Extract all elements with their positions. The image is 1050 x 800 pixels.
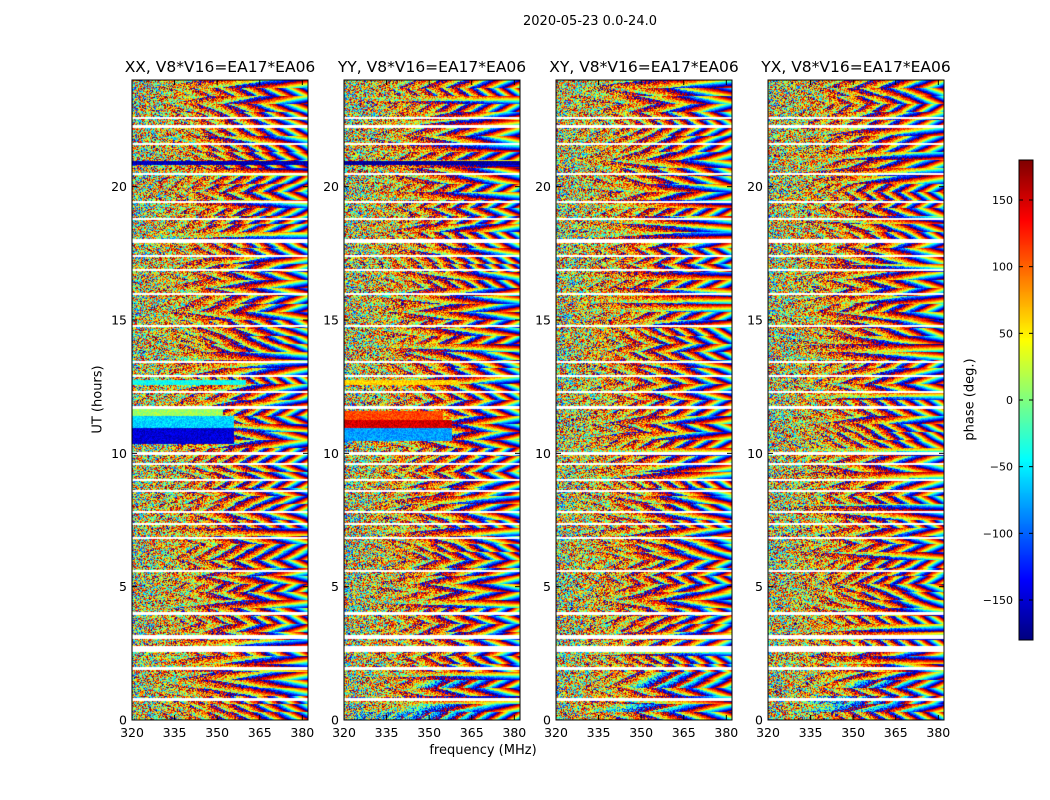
colorbar-tick-label: 150 <box>992 194 1013 207</box>
panel-1-x-tick-label: 335 <box>375 725 399 740</box>
panel-2-frame <box>555 79 733 721</box>
panel-title-yy: YY, V8*V16=EA17*EA06 <box>337 58 527 76</box>
panel-2-x-tick-label: 320 <box>544 725 568 740</box>
panel-2-x-tick-label: 335 <box>587 725 611 740</box>
panel-3-y-tick-label: 0 <box>755 713 763 728</box>
panel-3-x-tick-label: 335 <box>799 725 823 740</box>
panel-0-x-tick-label: 365 <box>248 725 272 740</box>
panel-1-y-tick-label: 20 <box>323 179 339 194</box>
panel-2-x-tick-label: 350 <box>629 725 653 740</box>
panel-1-x-tick-label: 350 <box>417 725 441 740</box>
panel-title-yx: YX, V8*V16=EA17*EA06 <box>761 58 951 76</box>
heatmap-xy <box>556 80 732 720</box>
panel-1-x-tick-label: 380 <box>502 725 526 740</box>
panel-0-y-tick-label: 10 <box>111 446 127 461</box>
heatmap-xx <box>132 80 308 720</box>
colorbar-tick-label: 100 <box>992 261 1013 274</box>
panel-0-x-tick-label: 335 <box>163 725 187 740</box>
colorbar-tick-label: −50 <box>990 461 1013 474</box>
panel-3-x-tick-label: 320 <box>756 725 780 740</box>
panel-1-y-tick-label: 10 <box>323 446 339 461</box>
panel-2-y-tick-label: 0 <box>543 713 551 728</box>
panel-3-x-tick-label: 380 <box>926 725 950 740</box>
panel-3-y-tick-label: 20 <box>747 179 763 194</box>
panel-1-x-tick-label: 320 <box>332 725 356 740</box>
panel-1-y-tick-label: 0 <box>331 713 339 728</box>
panel-3-y-tick-label: 10 <box>747 446 763 461</box>
panel-2-x-tick-label: 365 <box>672 725 696 740</box>
panel-2-x-tick-label: 380 <box>714 725 738 740</box>
panel-2-y-tick-label: 5 <box>543 579 551 594</box>
panel-3-y-tick-label: 15 <box>747 313 763 328</box>
colorbar-tick-label: −100 <box>983 527 1013 540</box>
heatmap-yx <box>768 80 944 720</box>
colorbar-gradient <box>1019 160 1033 640</box>
panel-0-x-tick-label: 350 <box>205 725 229 740</box>
panel-1-y-tick-label: 5 <box>331 579 339 594</box>
panel-3-x-tick-label: 365 <box>884 725 908 740</box>
panel-2-y-tick-label: 10 <box>535 446 551 461</box>
colorbar-tick-label: 50 <box>999 327 1013 340</box>
panel-0-frame <box>131 79 309 721</box>
panel-3-x-tick-label: 350 <box>841 725 865 740</box>
panel-1-frame <box>343 79 521 721</box>
panel-0-y-tick-label: 5 <box>119 579 127 594</box>
panel-1-x-tick-label: 365 <box>460 725 484 740</box>
x-axis-label: frequency (MHz) <box>429 743 537 758</box>
panel-0-x-tick-label: 320 <box>120 725 144 740</box>
panel-0-y-tick-label: 0 <box>119 713 127 728</box>
panel-3-y-tick-label: 5 <box>755 579 763 594</box>
panel-1-y-tick-label: 15 <box>323 313 339 328</box>
panel-title-xx: XX, V8*V16=EA17*EA06 <box>124 58 316 76</box>
panel-0-y-tick-label: 20 <box>111 179 127 194</box>
figure-suptitle: 2020-05-23 0.0-24.0 <box>523 14 657 29</box>
panel-2-y-tick-label: 15 <box>535 313 551 328</box>
panel-title-xy: XY, V8*V16=EA17*EA06 <box>549 58 739 76</box>
panel-0-x-tick-label: 380 <box>290 725 314 740</box>
colorbar-tick-label: 0 <box>1006 394 1013 407</box>
panel-3-frame <box>767 79 945 721</box>
colorbar-tick-label: −150 <box>983 594 1013 607</box>
heatmap-yy <box>344 80 520 720</box>
panel-0-y-tick-label: 15 <box>111 313 127 328</box>
panel-2-y-tick-label: 20 <box>535 179 551 194</box>
